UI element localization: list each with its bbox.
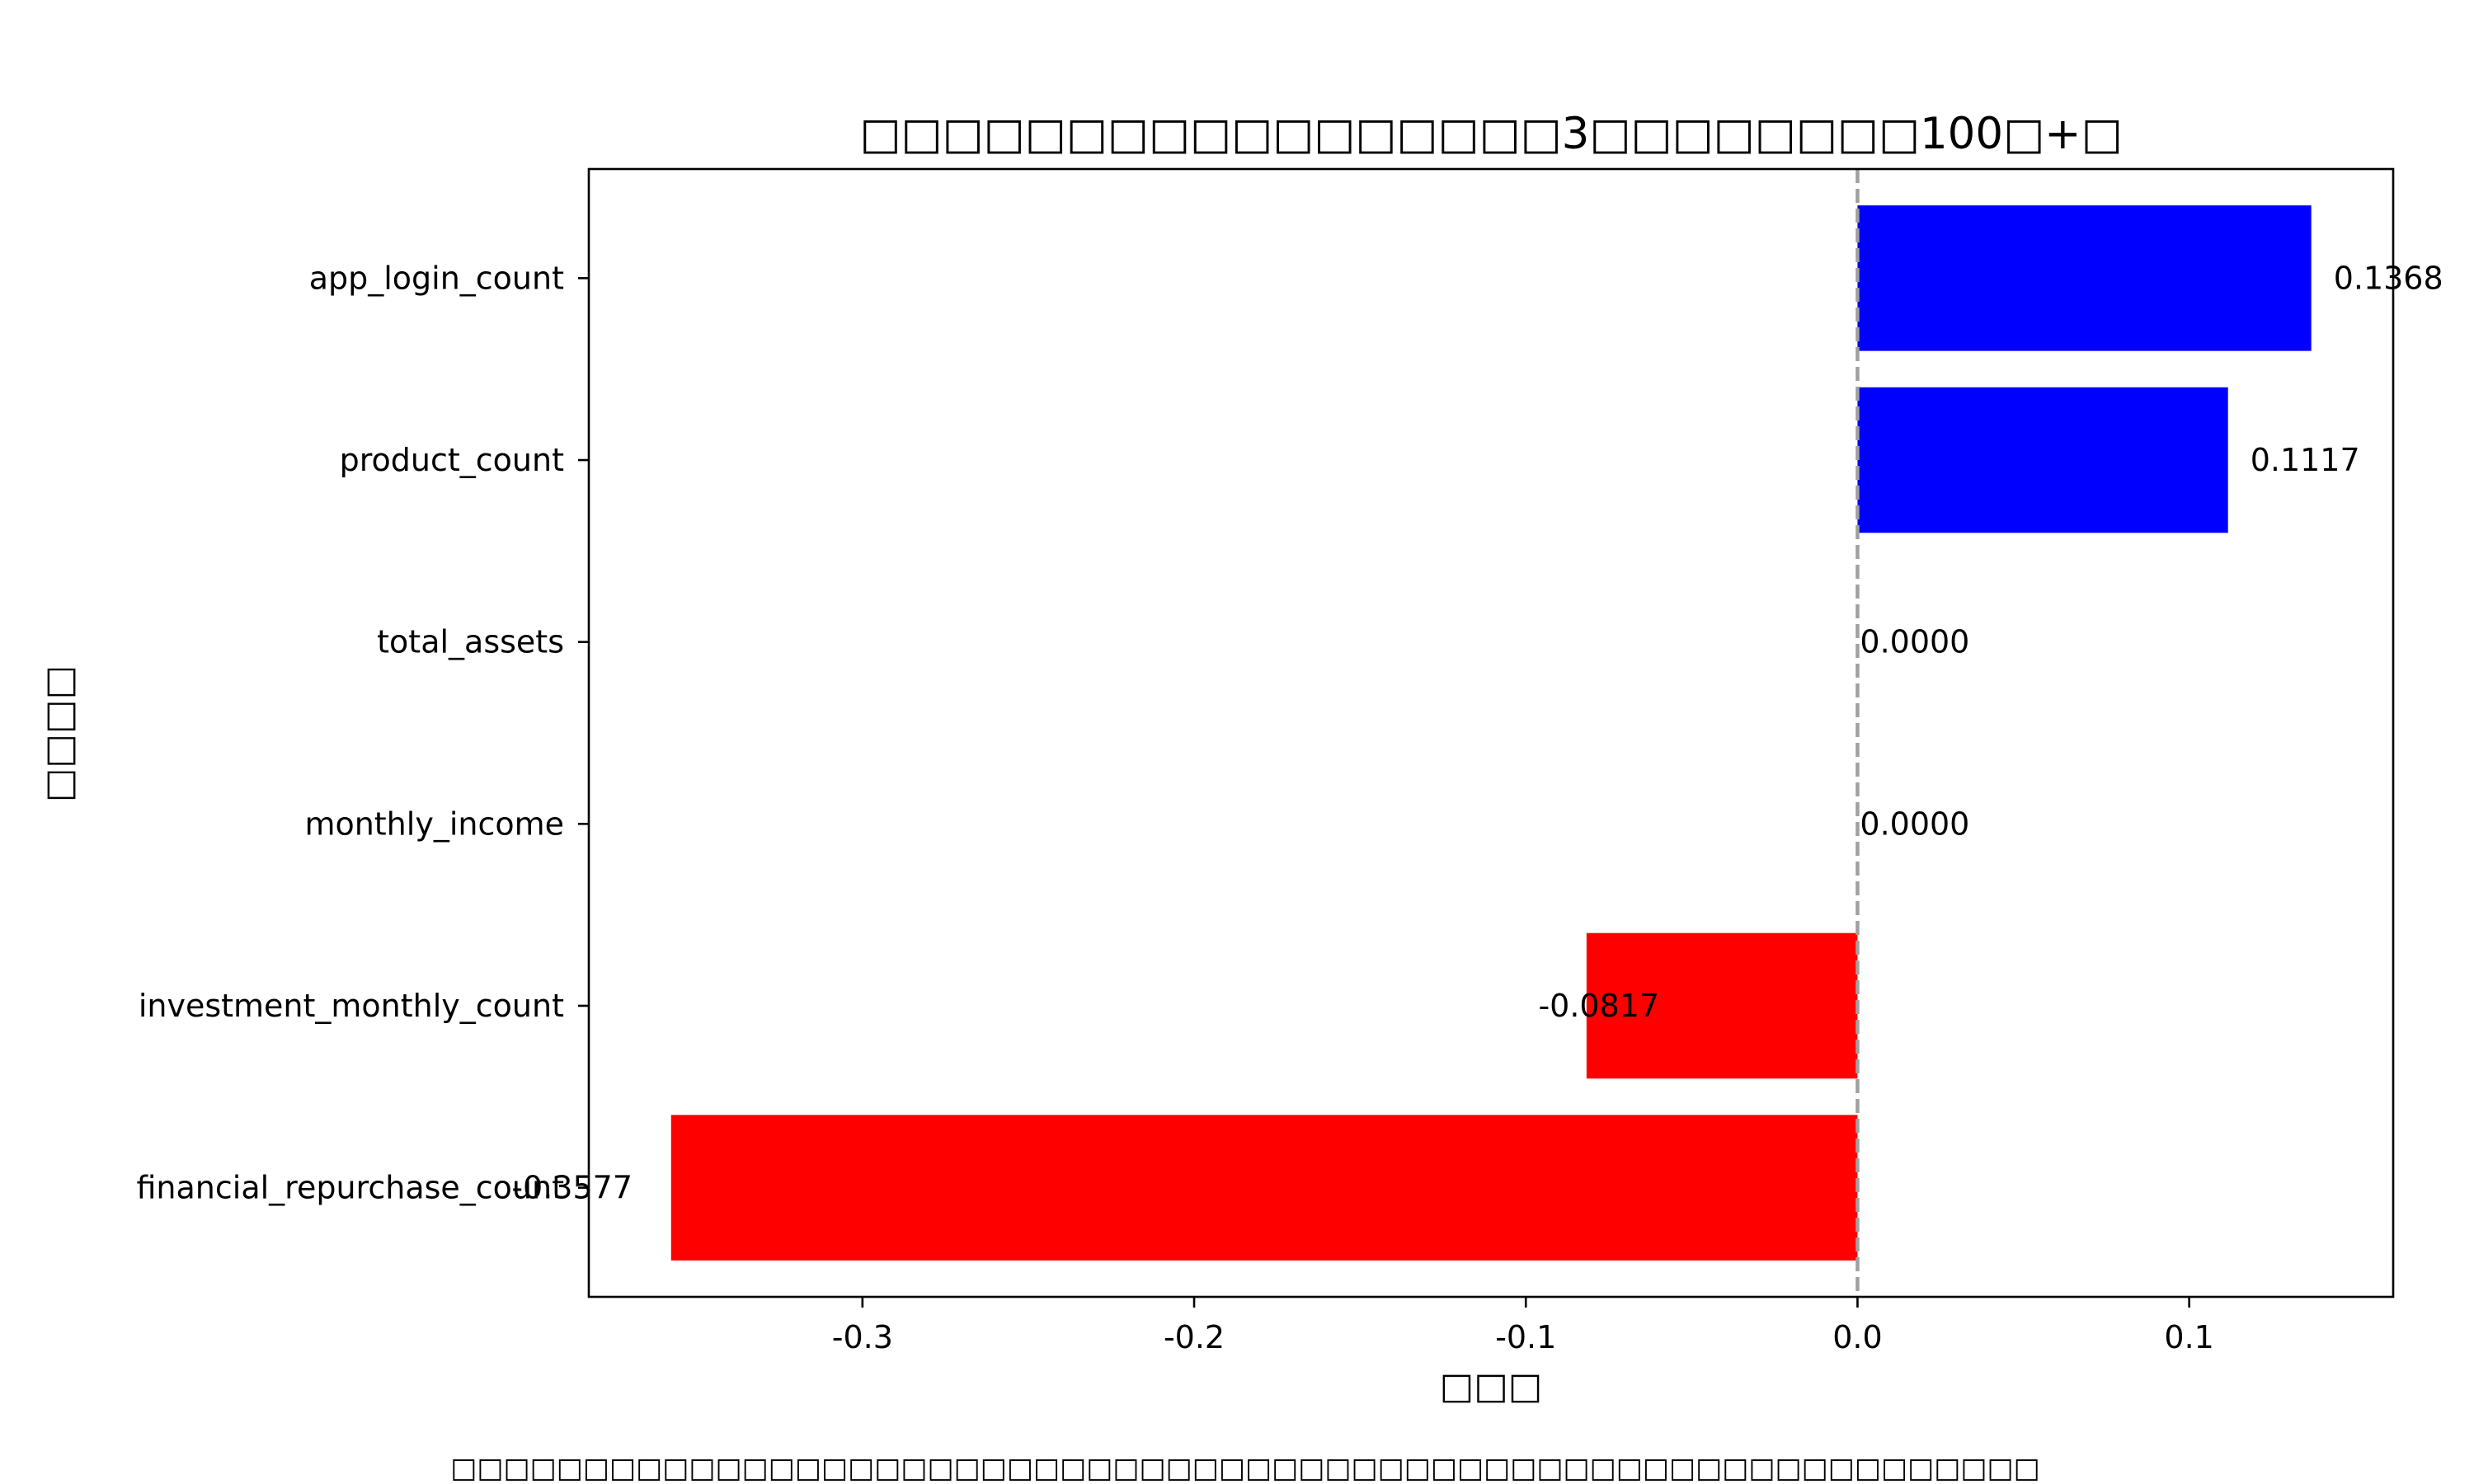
bar-app-login-count [1857, 205, 2312, 351]
chart-title: □□□□□□□□□□□□□□□□□3□□□□□□□□100□+□ [859, 109, 2122, 159]
x-tick-label: 0.0 [1832, 1319, 1882, 1355]
x-tick-label: 0.1 [2164, 1319, 2213, 1355]
x-tick-label: -0.2 [1164, 1319, 1225, 1355]
x-tick-label: -0.1 [1495, 1319, 1556, 1355]
y-tick-label: total_assets [377, 624, 564, 660]
x-axis-label: □□□ [1440, 1365, 1543, 1407]
data-label: -0.0817 [1538, 988, 1659, 1024]
data-label: -0.3577 [511, 1170, 633, 1206]
data-label: 0.1117 [2251, 442, 2360, 478]
plot-frame [587, 167, 2395, 1298]
y-axis-label: □□□□ [38, 665, 80, 802]
y-tick-label: monthly_income [304, 805, 564, 842]
data-label: 0.0000 [1860, 624, 1969, 660]
bar-product-count [1857, 387, 2228, 533]
y-tick-label: app_login_count [309, 260, 564, 296]
data-label: 0.1368 [2334, 260, 2443, 296]
plot-area: app_login_count product_count total_assets… [137, 167, 2443, 1355]
data-label: 0.0000 [1860, 805, 1969, 842]
y-tick-label: investment_monthly_count [139, 988, 564, 1024]
x-tick-label: -0.3 [832, 1319, 893, 1355]
chart-footnote: □□□□□□□□□□□□□□□□□□□□□□□□□□□□□□□□□□□□□□□□… [450, 1452, 2039, 1484]
y-tick-label: financial_repurchase_count [137, 1170, 565, 1206]
bar-investment-monthly-count [1586, 932, 1858, 1079]
y-tick-label: product_count [340, 442, 564, 478]
bar-financial-repurchase-count [670, 1115, 1858, 1261]
